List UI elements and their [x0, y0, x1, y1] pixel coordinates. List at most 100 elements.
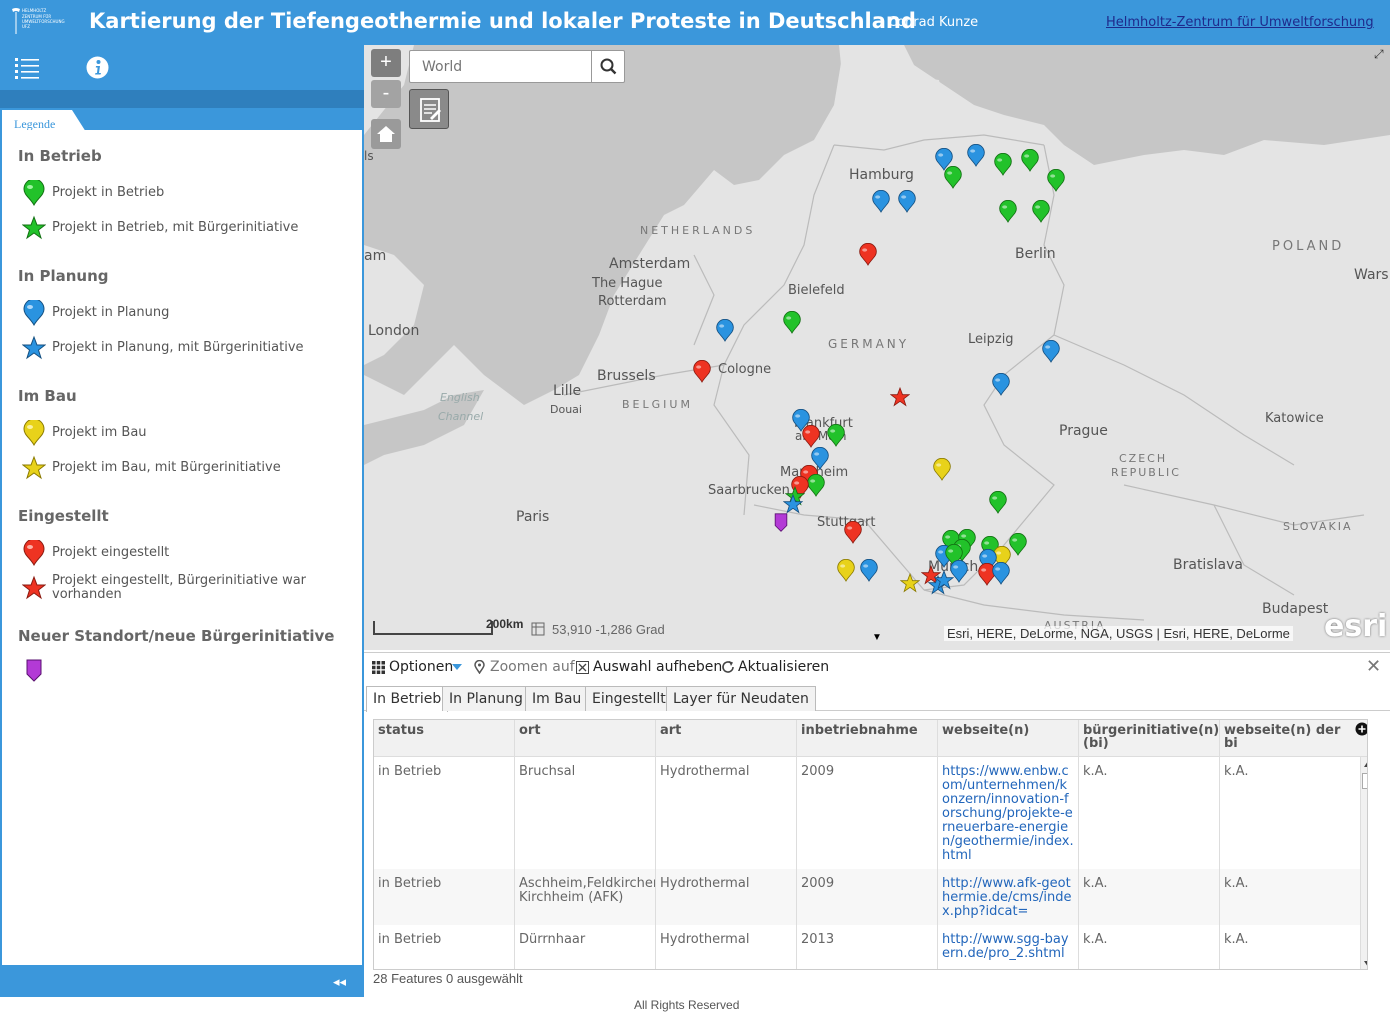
green-pin-marker[interactable]: [944, 544, 964, 568]
helmholtz-link[interactable]: Helmholtz-Zentrum für Umweltforschung: [1106, 15, 1374, 30]
vertical-scrollbar[interactable]: [1361, 757, 1368, 969]
grid-icon[interactable]: [372, 661, 385, 674]
blue-pin-marker[interactable]: [859, 559, 879, 583]
map-label: Paris: [516, 509, 550, 525]
map-view[interactable]: Hamburg NETHERLANDS Amsterdam The Hague …: [364, 45, 1390, 650]
tab-eingestellt[interactable]: Eingestellt: [585, 686, 673, 711]
legend-list-icon[interactable]: [15, 57, 39, 79]
refresh-button[interactable]: Aktualisieren: [738, 659, 830, 675]
scroll-up-icon[interactable]: [1364, 761, 1368, 767]
red-star-marker[interactable]: [921, 564, 941, 588]
green-pin-marker[interactable]: [1031, 200, 1051, 224]
data-grid: status ort art inbetriebnahme webseite(n…: [373, 719, 1368, 970]
legend-item-label: Projekt im Bau: [52, 425, 147, 440]
blue-pin-marker[interactable]: [991, 373, 1011, 397]
expand-table-arrow[interactable]: ▼: [872, 632, 882, 643]
purple-marker-marker[interactable]: [771, 511, 791, 535]
website-link[interactable]: http://www.sgg-bayern.de/pro_2.shtml: [942, 932, 1069, 961]
map-label: BELGIUM: [622, 398, 693, 411]
column-header[interactable]: status: [374, 720, 515, 757]
column-header[interactable]: bürgerinitiative(n) (bi): [1079, 720, 1220, 757]
search-button[interactable]: [591, 51, 624, 82]
column-header[interactable]: art: [656, 720, 797, 757]
yellow-pin-marker[interactable]: [836, 559, 856, 583]
collapse-panel-button[interactable]: ◂◂: [332, 974, 346, 989]
scroll-thumb[interactable]: [1362, 773, 1367, 789]
chevron-down-icon[interactable]: [452, 663, 462, 671]
green-pin-marker[interactable]: [826, 424, 846, 448]
cell: http://www.afk-geothermie.de/cms/index.p…: [938, 869, 1079, 925]
svg-text:UFZ: UFZ: [22, 24, 30, 29]
blue-pin-marker[interactable]: [810, 447, 830, 471]
zoom-in-button[interactable]: +: [371, 49, 401, 77]
search-input[interactable]: [410, 51, 591, 82]
map-label: ls: [364, 149, 374, 163]
blue-pin-marker[interactable]: [897, 190, 917, 214]
green-pin-marker[interactable]: [782, 311, 802, 335]
add-column-icon[interactable]: [1355, 722, 1368, 736]
layer-list-icon: [420, 98, 441, 122]
green-pin-marker[interactable]: [998, 200, 1018, 224]
red-pin-marker[interactable]: [858, 243, 878, 267]
green-pin-marker[interactable]: [1020, 149, 1040, 173]
blue-pin-marker[interactable]: [978, 549, 998, 573]
scroll-down-icon[interactable]: [1364, 961, 1368, 967]
svg-text:UMWELTFORSCHUNG: UMWELTFORSCHUNG: [22, 19, 65, 24]
zoom-out-button[interactable]: -: [371, 80, 401, 108]
column-header[interactable]: inbetriebnahme: [797, 720, 938, 757]
maximize-icon[interactable]: ⤢: [1374, 47, 1384, 61]
column-header[interactable]: webseite(n) der bi: [1224, 723, 1341, 751]
table-row[interactable]: in Betrieb Aschheim,Feldkirchen, Kirchhe…: [374, 869, 1361, 925]
tab-in-planung[interactable]: In Planung: [442, 686, 530, 711]
blue-pin-marker[interactable]: [966, 144, 986, 168]
layer-list-button[interactable]: [409, 89, 449, 129]
red-star-marker[interactable]: [890, 386, 910, 410]
blue-star-marker[interactable]: [783, 493, 803, 517]
tab-in-betrieb[interactable]: In Betrieb: [366, 686, 449, 712]
green-pin-marker[interactable]: [988, 491, 1008, 515]
column-header[interactable]: ort: [515, 720, 656, 757]
green-pin-marker[interactable]: [806, 474, 826, 498]
cell: Dürrnhaar: [515, 925, 656, 969]
clear-selection-button[interactable]: Auswahl aufheben: [593, 659, 723, 675]
scale-bar: [373, 621, 493, 635]
table-row[interactable]: in Betrieb Dürrnhaar Hydrothermal 2013 h…: [374, 925, 1361, 969]
options-menu[interactable]: Optionen: [389, 659, 454, 675]
zoom-to-button[interactable]: Zoomen auf: [490, 659, 575, 675]
blue-pin-marker[interactable]: [791, 409, 811, 433]
red-pin-marker[interactable]: [843, 521, 863, 545]
tab-im-bau[interactable]: Im Bau: [525, 686, 589, 711]
red-pin-marker[interactable]: [692, 360, 712, 384]
yellow-star-marker[interactable]: [900, 572, 920, 596]
green-pin-marker[interactable]: [1008, 533, 1028, 557]
legend-tab[interactable]: Legende: [2, 110, 86, 132]
blue-pin-marker[interactable]: [871, 190, 891, 214]
close-table-button[interactable]: ✕: [1366, 656, 1382, 677]
blue-star-marker[interactable]: [934, 569, 954, 593]
green-pin-marker[interactable]: [993, 153, 1013, 177]
green-pin-marker[interactable]: [943, 166, 963, 190]
red-pin-marker[interactable]: [977, 563, 997, 587]
website-link[interactable]: http://www.afk-geothermie.de/cms/index.p…: [942, 876, 1072, 919]
legend-item-label: Projekt in Planung: [52, 305, 170, 320]
website-link[interactable]: https://www.enbw.com/unternehmen/konzern…: [942, 764, 1074, 863]
home-button[interactable]: [371, 119, 401, 149]
legend-group-title: Im Bau: [18, 387, 77, 405]
scale-label: 200km: [486, 617, 524, 631]
blue-pin-marker[interactable]: [991, 562, 1011, 586]
tab-layer-neudaten[interactable]: Layer für Neudaten: [666, 686, 816, 711]
map-label: Wars: [1354, 267, 1389, 283]
map-label: am: [364, 248, 387, 264]
table-row[interactable]: in Betrieb Bruchsal Hydrothermal 2009 ht…: [374, 757, 1361, 869]
info-icon[interactable]: [86, 56, 109, 79]
yellow-pin-marker[interactable]: [932, 458, 952, 482]
column-header[interactable]: webseite(n): [938, 720, 1079, 757]
helmholtz-logo: HELMHOLTZ ZENTRUM FÜR UMWELTFORSCHUNG UF…: [12, 8, 65, 34]
green-pin-marker[interactable]: [1046, 169, 1066, 193]
blue-pin-marker[interactable]: [715, 319, 735, 343]
blue-pin-marker[interactable]: [1041, 340, 1061, 364]
red-pin-marker[interactable]: [801, 425, 821, 449]
blue-pin-marker[interactable]: [949, 560, 969, 584]
blue-pin-marker[interactable]: [934, 148, 954, 172]
cell: k.A.: [1079, 757, 1220, 869]
